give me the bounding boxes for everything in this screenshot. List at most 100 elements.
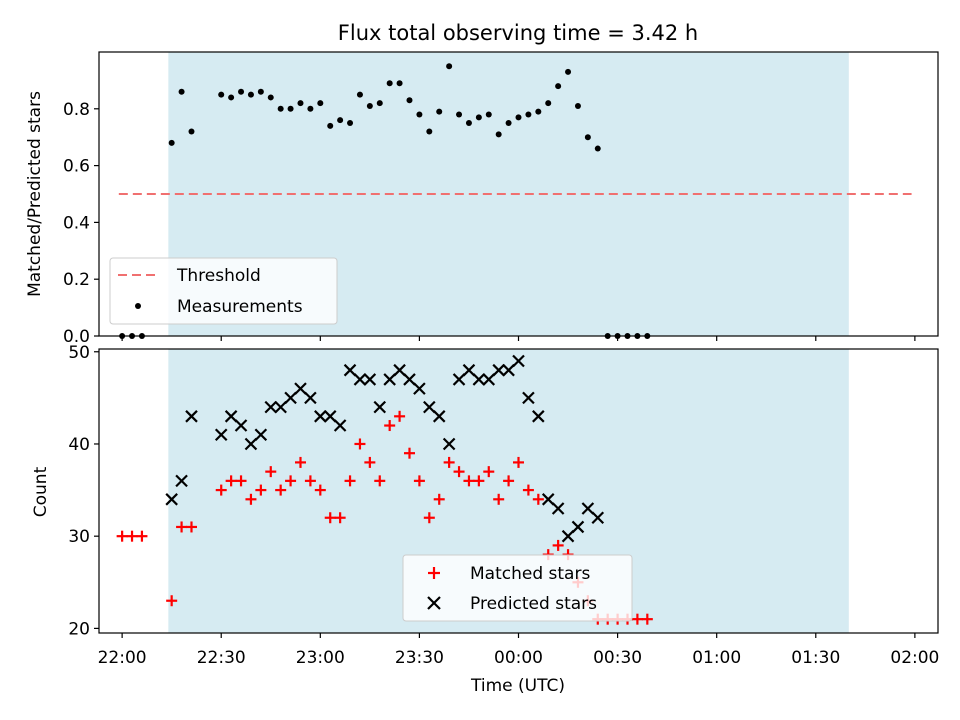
- measurement-point: [545, 100, 552, 107]
- predicted-star-point: [571, 520, 585, 534]
- matched-star-point: [374, 475, 386, 487]
- matched-star-point: [294, 456, 306, 468]
- measurement-point: [277, 105, 284, 112]
- bottom-legend-box: [402, 554, 633, 622]
- predicted-star-point: [551, 502, 565, 515]
- legend-threshold-label: Threshold: [176, 266, 261, 286]
- matched-star-point: [433, 493, 445, 505]
- measurement-point: [386, 80, 393, 87]
- matched-star-point: [403, 447, 415, 459]
- measurement-point: [337, 117, 344, 124]
- predicted-star-point: [244, 437, 258, 451]
- legend-predicted-label: Predicted stars: [470, 594, 597, 614]
- predicted-star-point: [492, 363, 505, 377]
- top-y-tick-label: 0.6: [63, 157, 90, 177]
- predicted-star-point: [274, 400, 287, 414]
- matched-star-point: [324, 512, 336, 524]
- x-axis-label: Time (UTC): [470, 676, 565, 696]
- matched-star-point: [631, 613, 643, 625]
- top-y-axis-label: Matched/Predicted stars: [25, 91, 45, 297]
- measurement-point: [574, 102, 581, 109]
- x-tick-label: 01:30: [791, 648, 840, 668]
- predicted-star-point: [294, 382, 307, 395]
- predicted-star-point: [333, 419, 347, 432]
- matched-star-point: [255, 484, 267, 496]
- predicted-star-point: [234, 419, 248, 432]
- matched-star-point: [463, 475, 475, 487]
- x-tick-label: 00:00: [494, 648, 543, 668]
- measurement-point: [347, 120, 354, 126]
- predicted-star-point: [393, 363, 406, 377]
- predicted-star-point: [482, 373, 496, 386]
- measurement-point: [257, 88, 264, 95]
- matched-star-point: [245, 493, 257, 505]
- predicted-star-point: [353, 373, 367, 386]
- predicted-star-point: [581, 502, 595, 515]
- predicted-star-point: [214, 428, 228, 442]
- predicted-star-point: [185, 410, 198, 423]
- predicted-star-point: [165, 493, 178, 506]
- bottom-legend: Matched stars Predicted stars: [402, 554, 633, 622]
- measurement-point: [426, 128, 433, 135]
- measurement-point: [594, 145, 601, 152]
- predicted-star-point: [532, 410, 545, 423]
- matched-star-point: [394, 410, 406, 422]
- measurement-point: [416, 111, 423, 118]
- predicted-star-point: [254, 428, 268, 442]
- bottom-y-tick-label: 50: [68, 343, 90, 363]
- measurement-point: [436, 108, 443, 115]
- matched-star-point: [493, 493, 505, 505]
- measurement-point: [396, 80, 403, 87]
- predicted-star-point: [314, 410, 327, 423]
- matched-star-point: [215, 484, 227, 496]
- measurement-point: [297, 100, 304, 107]
- measurement-point: [555, 83, 562, 90]
- measurement-point: [475, 114, 482, 121]
- predicted-star-point: [452, 373, 466, 386]
- matched-star-point: [344, 475, 356, 487]
- measurement-point: [178, 88, 185, 95]
- measurement-point: [247, 91, 254, 98]
- measurement-point: [356, 91, 363, 98]
- matched-star-point: [136, 530, 148, 542]
- measurement-point: [267, 94, 274, 101]
- measurement-point: [456, 111, 463, 118]
- x-tick-label: 23:00: [296, 648, 345, 668]
- measurement-point: [287, 105, 294, 112]
- predicted-star-point: [373, 400, 387, 414]
- matched-star-point: [354, 438, 366, 450]
- predicted-star-point: [224, 410, 238, 423]
- measurement-point: [366, 102, 373, 109]
- predicted-star-point: [462, 363, 476, 377]
- matched-star-point: [522, 484, 534, 496]
- measurement-point: [505, 120, 512, 126]
- measurement-point: [406, 97, 413, 104]
- matched-star-point: [532, 493, 544, 505]
- top-y-tick-label: 0.4: [63, 213, 90, 233]
- matched-star-point: [641, 613, 653, 625]
- x-tick-label: 01:00: [692, 648, 741, 668]
- matched-star-point: [503, 475, 515, 487]
- bottom-y-tick-label: 30: [68, 527, 90, 547]
- bottom-y-axis-label: Count: [31, 466, 51, 517]
- predicted-star-point: [522, 391, 535, 405]
- matched-star-point: [413, 475, 425, 487]
- predicted-star-point: [472, 373, 486, 386]
- predicted-star-point: [432, 410, 446, 423]
- top-legend-box: [109, 257, 338, 325]
- matched-star-point: [423, 512, 435, 524]
- matched-star-point: [235, 475, 247, 487]
- x-tick-label: 02:00: [890, 648, 939, 668]
- predicted-star-point: [403, 373, 416, 386]
- bottom-axes: 20 30 40 50 22:00 22:30 23:00 23:30 00:00 00:30 0…: [31, 343, 939, 696]
- measurement-point: [307, 105, 314, 112]
- x-tick-label: 00:30: [593, 648, 642, 668]
- predicted-star-point: [512, 354, 525, 368]
- matched-star-point: [126, 530, 138, 542]
- measurement-point: [565, 68, 572, 75]
- matched-star-point: [116, 530, 128, 542]
- top-y-tick-label: 0.8: [63, 100, 90, 120]
- matched-star-point: [552, 539, 564, 551]
- measurement-point: [515, 114, 522, 121]
